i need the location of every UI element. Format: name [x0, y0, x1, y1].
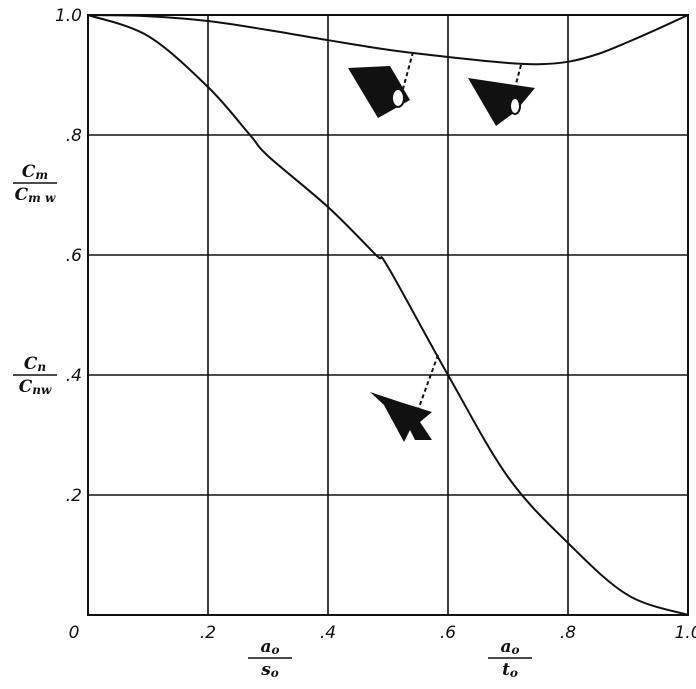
label-subscript: o — [512, 643, 520, 657]
label-base: a — [260, 637, 271, 657]
label-base: t — [502, 660, 510, 680]
label-numerator: ao — [500, 637, 519, 657]
label-subscript: n — [37, 360, 46, 374]
y-tick-label: .6 — [66, 246, 82, 266]
x-tick-label: .6 — [440, 623, 456, 643]
y-tick-label: .8 — [66, 126, 82, 146]
label-subscript: nw — [32, 383, 52, 397]
label-numerator: Cm — [22, 162, 48, 182]
label-base: s — [260, 660, 271, 680]
x-tick-label: .2 — [200, 623, 216, 643]
curve — [87, 14, 689, 66]
label-subscript: o — [272, 643, 280, 657]
aircraft-icon — [370, 392, 432, 442]
label-subscript: m w — [28, 191, 56, 205]
label-base: a — [500, 637, 511, 657]
label-subscript: o — [271, 666, 279, 680]
label-subscript: o — [510, 666, 518, 680]
x-tick-label: 0 — [69, 623, 80, 643]
label-base: C — [19, 377, 33, 397]
x-tick-label: .4 — [320, 623, 336, 643]
label-denominator: so — [260, 660, 279, 680]
y-tick-label: .4 — [66, 366, 82, 386]
aircraft-icons — [348, 51, 535, 442]
x-tick-label: 1.0 — [674, 623, 696, 643]
curve — [87, 14, 689, 616]
label-base: C — [24, 354, 38, 374]
label-subscript: m — [35, 168, 48, 182]
leader-line — [512, 64, 522, 96]
label-denominator: Cm w — [15, 185, 56, 205]
x-tick-label: .8 — [560, 623, 576, 643]
leader-line — [399, 51, 414, 101]
label-numerator: ao — [260, 637, 279, 657]
y-tick-label: 1.0 — [55, 6, 82, 26]
label-base: C — [22, 162, 36, 182]
label-numerator: Cn — [24, 354, 46, 374]
aircraft-icon — [509, 97, 521, 115]
label-base: C — [15, 185, 29, 205]
label-denominator: to — [502, 660, 518, 680]
leader-line — [417, 354, 439, 411]
y-tick-label: .2 — [66, 486, 82, 506]
aircraft-icon — [468, 78, 535, 126]
label-denominator: Cnw — [19, 377, 52, 397]
aircraft-icon — [391, 88, 405, 108]
